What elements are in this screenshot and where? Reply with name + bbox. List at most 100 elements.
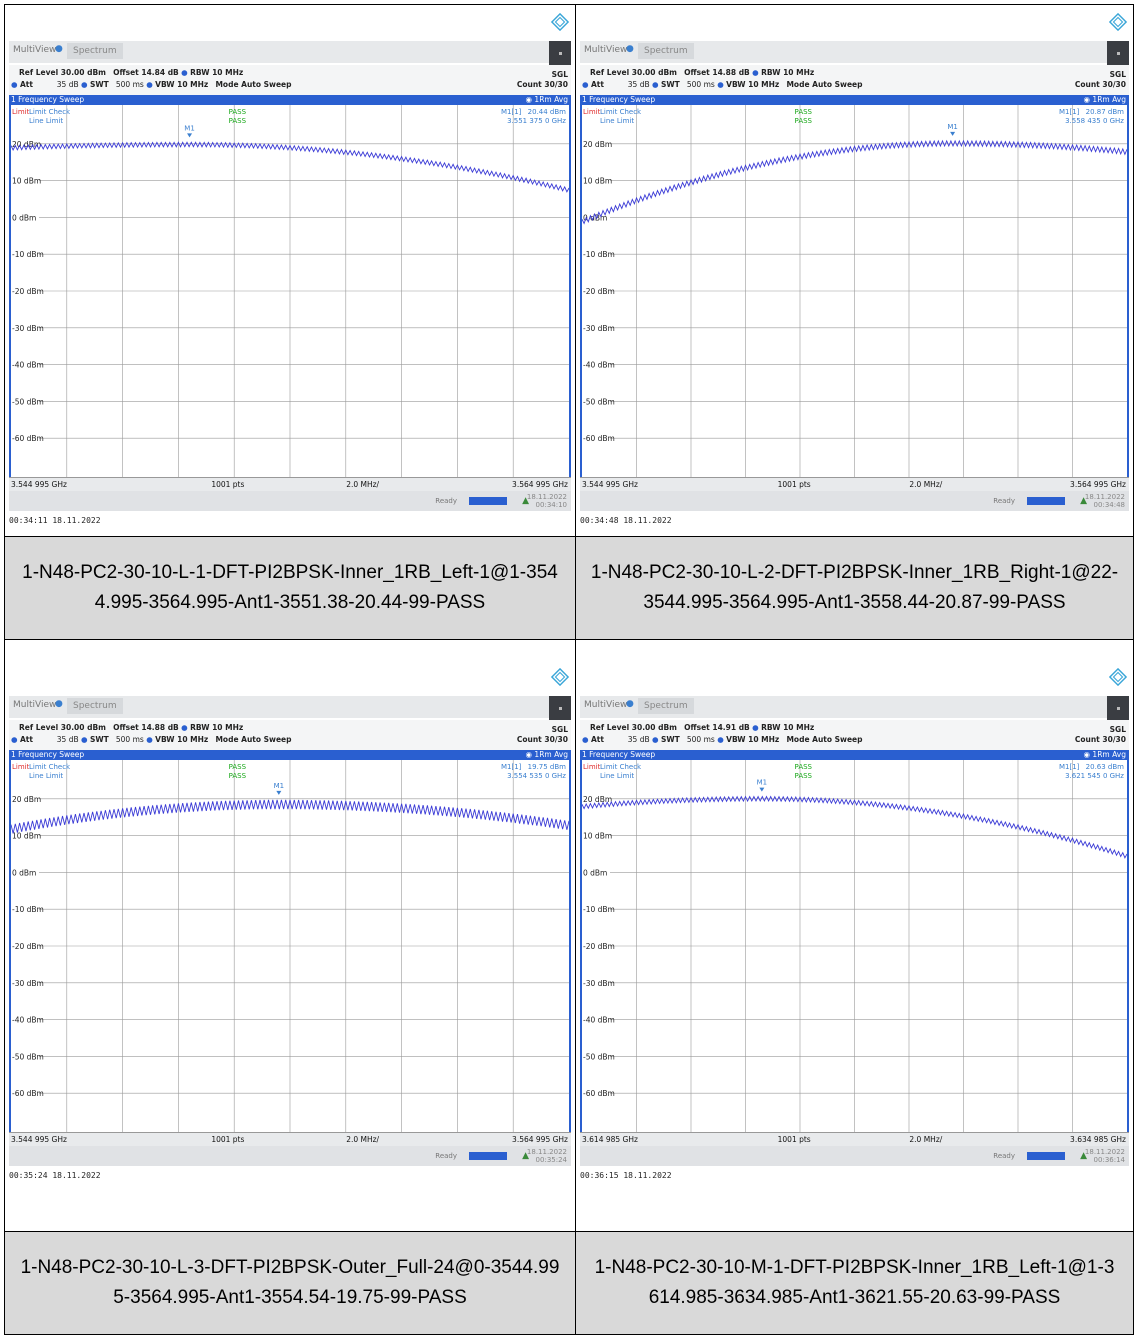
span-per-div: 2.0 MHz/ bbox=[346, 480, 380, 489]
marker-icon[interactable] bbox=[187, 133, 193, 138]
spectrum-plot: 20 dBm 10 dBm 0 dBm -10 dBm -20 dBm -30 dBm -4… bbox=[9, 105, 571, 488]
y-tick-label: -20 dBm bbox=[583, 287, 615, 296]
sweep-title-bar: 1 Frequency Sweep ◉ 1Rm Avg bbox=[580, 95, 1129, 105]
rohde-schwarz-logo-icon bbox=[1109, 668, 1127, 686]
sweep-title: 1 Frequency Sweep bbox=[582, 95, 656, 104]
y-tick-label: -50 dBm bbox=[12, 1052, 44, 1061]
y-tick-label: 0 dBm bbox=[583, 213, 607, 222]
pass-status: PASS bbox=[229, 117, 247, 125]
limit-label: Limit bbox=[12, 108, 30, 116]
tab-bar: MultiView ● Spectrum bbox=[9, 41, 571, 67]
start-frequency: 3.614 985 GHz bbox=[582, 1135, 638, 1144]
marker-level: 20.87 dBm bbox=[1086, 108, 1125, 116]
mode: Mode Auto Sweep bbox=[786, 735, 863, 744]
tab-bar: MultiView ● Spectrum bbox=[9, 696, 571, 722]
progress-bar bbox=[1027, 497, 1065, 505]
att-value: 35 dB bbox=[56, 80, 79, 89]
y-tick-label: -30 dBm bbox=[583, 324, 615, 333]
pass-status: PASS bbox=[795, 763, 813, 771]
marker-frequency: 3.551 375 0 GHz bbox=[507, 117, 566, 125]
tab-spectrum[interactable]: Spectrum bbox=[67, 43, 123, 59]
network-icon: ▲ bbox=[1080, 496, 1087, 506]
tab-bar: MultiView ● Spectrum bbox=[580, 41, 1129, 67]
rohde-schwarz-logo-icon bbox=[1109, 13, 1127, 31]
marker-label: M1 bbox=[274, 782, 285, 790]
mode: Mode Auto Sweep bbox=[215, 735, 292, 744]
y-tick-label: 20 dBm bbox=[583, 795, 612, 804]
rbw: RBW 10 MHz bbox=[190, 723, 244, 732]
caption-cell-3: 1-N48-PC2-30-10-L-3-DFT-PI2BPSK-Outer_Fu… bbox=[5, 1232, 575, 1334]
ref-level: Ref Level 30.00 dBm bbox=[19, 68, 106, 77]
y-tick-label: -50 dBm bbox=[583, 397, 615, 406]
menu-button[interactable] bbox=[1107, 41, 1129, 67]
limit-check-label: Limit Check bbox=[600, 108, 642, 116]
menu-button[interactable] bbox=[549, 41, 571, 67]
marker-name: M1[1] bbox=[501, 108, 522, 116]
ref-level: Ref Level 30.00 dBm bbox=[590, 723, 677, 732]
marker-icon[interactable] bbox=[950, 131, 956, 136]
spectrum-graph: 20 dBm 10 dBm 0 dBm -10 dBm -20 dBm -30 dBm -4… bbox=[11, 760, 569, 1132]
vbw: VBW 10 MHz bbox=[155, 80, 209, 89]
rohde-schwarz-logo-icon bbox=[551, 13, 569, 31]
marker-label: M1 bbox=[757, 779, 768, 787]
marker-label: M1 bbox=[947, 123, 958, 131]
network-icon: ▲ bbox=[522, 496, 529, 506]
limit-label: Limit bbox=[583, 763, 601, 771]
spectrum-analyzer-screen: MultiView ● Spectrum Ref Level 30.00 dBm… bbox=[5, 5, 575, 536]
status-bar: Ready ▲ 18.11.2022 00:35:24 bbox=[9, 1146, 571, 1166]
settings-panel: Ref Level 30.00 dBm Offset 14.84 dB ● RB… bbox=[9, 65, 571, 99]
att-label: Att bbox=[19, 80, 33, 89]
tab-spectrum[interactable]: Spectrum bbox=[67, 698, 123, 714]
tab-multiview[interactable]: MultiView bbox=[584, 700, 628, 710]
rohde-schwarz-logo-icon bbox=[551, 668, 569, 686]
y-tick-label: -40 dBm bbox=[12, 1016, 44, 1025]
marker-icon[interactable] bbox=[759, 787, 765, 792]
y-tick-label: -10 dBm bbox=[12, 905, 44, 914]
y-tick-label: -40 dBm bbox=[583, 1016, 615, 1025]
spectrum-plot: 20 dBm 10 dBm 0 dBm -10 dBm -20 dBm -30 dBm -4… bbox=[580, 105, 1129, 488]
status-bar: Ready ▲ 18.11.2022 00:36:14 bbox=[580, 1146, 1129, 1166]
marker-frequency: 3.554 535 0 GHz bbox=[507, 772, 566, 780]
y-tick-label: 0 dBm bbox=[583, 868, 607, 877]
sgl-label: SGL bbox=[1109, 725, 1126, 734]
tab-multiview[interactable]: MultiView bbox=[13, 45, 57, 55]
tab-multiview[interactable]: MultiView bbox=[13, 700, 57, 710]
trace-mode: ◉ 1Rm Avg bbox=[1083, 750, 1126, 759]
tab-spectrum[interactable]: Spectrum bbox=[638, 43, 694, 59]
marker-name: M1[1] bbox=[1059, 763, 1080, 771]
spectrum-analyzer-screen: MultiView ● Spectrum Ref Level 30.00 dBm… bbox=[576, 5, 1133, 536]
settings-panel: Ref Level 30.00 dBm Offset 14.88 dB ● RB… bbox=[9, 720, 571, 754]
screenshot-cell-1: MultiView ● Spectrum Ref Level 30.00 dBm… bbox=[5, 5, 575, 536]
att-value: 35 dB bbox=[627, 735, 650, 744]
y-tick-label: 10 dBm bbox=[583, 832, 612, 841]
y-tick-label: 0 dBm bbox=[12, 868, 36, 877]
menu-button[interactable] bbox=[1107, 696, 1129, 722]
y-tick-label: -40 dBm bbox=[12, 361, 44, 370]
tab-dot-icon: ● bbox=[626, 699, 634, 709]
swt-value: 500 ms bbox=[115, 735, 144, 744]
limit-check-label: Limit Check bbox=[600, 763, 642, 771]
capture-timestamp: 00:36:15 18.11.2022 bbox=[580, 1171, 672, 1180]
tab-dot-icon: ● bbox=[626, 44, 634, 54]
points-count: 1001 pts bbox=[777, 480, 811, 489]
tab-multiview[interactable]: MultiView bbox=[584, 45, 628, 55]
sgl-label: SGL bbox=[551, 725, 568, 734]
mode: Mode Auto Sweep bbox=[786, 80, 863, 89]
sweep-title-bar: 1 Frequency Sweep ◉ 1Rm Avg bbox=[9, 750, 571, 760]
pass-status: PASS bbox=[229, 763, 247, 771]
stop-frequency: 3.564 995 GHz bbox=[512, 1135, 568, 1144]
tab-spectrum[interactable]: Spectrum bbox=[638, 698, 694, 714]
line-limit-label: Line Limit bbox=[600, 117, 634, 125]
sweep-title-bar: 1 Frequency Sweep ◉ 1Rm Avg bbox=[580, 750, 1129, 760]
count-label: Count 30/30 bbox=[516, 735, 568, 744]
att-label: Att bbox=[590, 80, 604, 89]
att-label: Att bbox=[590, 735, 604, 744]
rbw: RBW 10 MHz bbox=[761, 68, 815, 77]
trace-mode: ◉ 1Rm Avg bbox=[1083, 95, 1126, 104]
span-per-div: 2.0 MHz/ bbox=[909, 1135, 943, 1144]
menu-button[interactable] bbox=[549, 696, 571, 722]
offset: Offset 14.88 dB bbox=[684, 68, 750, 77]
points-count: 1001 pts bbox=[777, 1135, 811, 1144]
progress-bar bbox=[1027, 1152, 1065, 1160]
marker-icon[interactable] bbox=[276, 790, 282, 795]
